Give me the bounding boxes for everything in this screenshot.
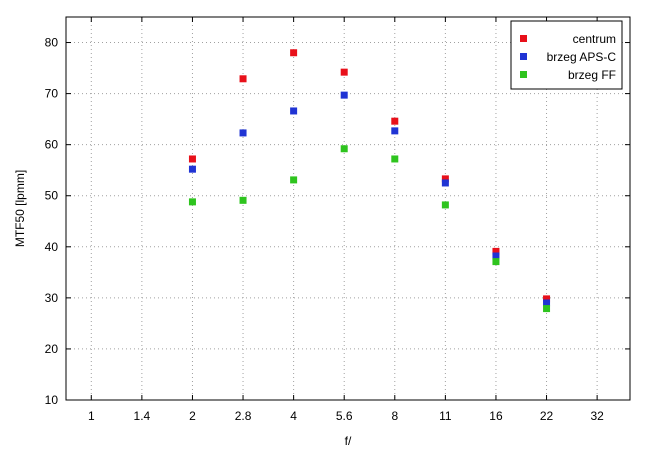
legend-label: brzeg APS-C — [547, 50, 617, 64]
legend: centrum brzeg APS-C brzeg FF — [510, 20, 623, 90]
data-point — [543, 305, 551, 313]
y-tick-label: 30 — [45, 291, 59, 305]
data-points — [188, 49, 551, 313]
data-point — [290, 49, 298, 57]
data-point — [239, 75, 247, 83]
data-point — [441, 201, 449, 209]
x-tick-label: 16 — [489, 409, 503, 423]
data-point — [492, 252, 500, 260]
y-tick-label: 60 — [45, 138, 59, 152]
data-point — [391, 117, 399, 125]
x-tick-label: 2.8 — [235, 409, 252, 423]
plot-area-frame — [65, 16, 631, 401]
legend-marker — [520, 53, 527, 60]
data-point — [492, 247, 500, 255]
y-tick-label: 80 — [45, 36, 59, 50]
y-tick-label: 70 — [45, 87, 59, 101]
data-point — [340, 145, 348, 153]
y-tick-label: 20 — [45, 342, 59, 356]
x-tick-label: 1.4 — [134, 409, 151, 423]
x-tick-label: 1 — [88, 409, 95, 423]
data-point — [290, 107, 298, 115]
data-point — [340, 91, 348, 99]
data-point — [441, 175, 449, 183]
data-point — [239, 196, 247, 204]
legend-label: brzeg FF — [568, 68, 616, 82]
x-tick-label: 11 — [439, 409, 452, 423]
data-point — [391, 127, 399, 135]
data-point — [290, 176, 298, 184]
data-point — [188, 198, 196, 206]
x-tick-label: 22 — [540, 409, 554, 423]
legend-label: centrum — [573, 32, 616, 46]
y-tick-label: 40 — [45, 240, 59, 254]
x-tick-label: 4 — [290, 409, 297, 423]
y-tick-label: 50 — [45, 189, 59, 203]
legend-marker — [520, 35, 527, 42]
ticks: 1 1.4 2 2.8 4 5.6 8 11 16 22 32 10 20 30 40 50 60 70 80 — [45, 17, 630, 423]
x-tick-label: 5.6 — [336, 409, 353, 423]
y-tick-label: 10 — [45, 393, 59, 407]
data-point — [492, 258, 500, 266]
data-point — [441, 179, 449, 187]
data-point — [239, 129, 247, 137]
data-point — [543, 299, 551, 307]
data-point — [543, 295, 551, 303]
x-tick-label: 2 — [189, 409, 196, 423]
x-axis-title: f/ — [345, 434, 352, 448]
x-tick-label: 32 — [590, 409, 604, 423]
data-point — [340, 68, 348, 76]
legend-box — [510, 20, 623, 90]
x-tick-label: 8 — [391, 409, 398, 423]
data-point — [188, 165, 196, 173]
data-point — [391, 155, 399, 163]
data-point — [188, 155, 196, 163]
y-axis-title: MTF50 [lpmm] — [13, 170, 27, 247]
legend-marker — [520, 71, 527, 78]
